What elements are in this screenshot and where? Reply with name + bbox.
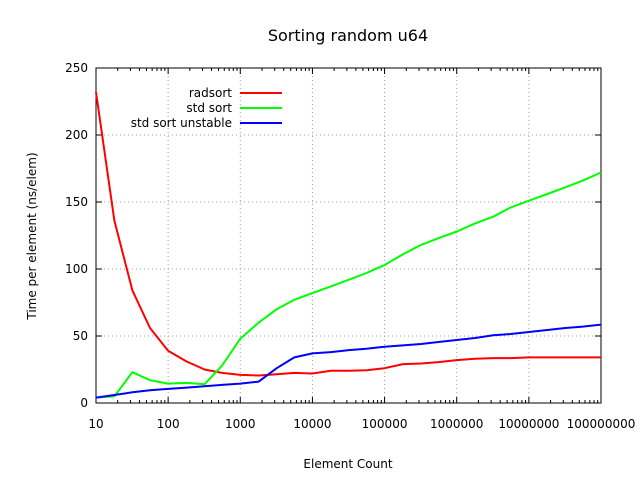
grid-lines	[96, 68, 601, 403]
x-tick-label: 10000	[293, 417, 331, 431]
axis-ticks: 0 50 100 150 200 250 10 100 1000 10000 100000 10000…	[65, 61, 635, 431]
x-tick-label: 100	[157, 417, 180, 431]
x-tick-label: 100000	[362, 417, 408, 431]
y-tick-label: 100	[65, 262, 88, 276]
y-axis-title: Time per element (ns/elem)	[25, 152, 39, 320]
series-lines	[95, 91, 602, 399]
x-tick-label: 10	[88, 417, 103, 431]
y-tick-label: 150	[65, 195, 88, 209]
x-tick-label: 10000000	[498, 417, 559, 431]
std-sort-line	[95, 171, 602, 399]
chart-title: Sorting random u64	[268, 26, 428, 45]
legend-label: std sort unstable	[131, 116, 232, 130]
x-axis-title: Element Count	[303, 457, 392, 471]
legend-label: std sort	[186, 101, 232, 115]
y-tick-label: 250	[65, 61, 88, 75]
y-tick-label: 50	[73, 329, 88, 343]
x-tick-label: 1000000	[430, 417, 483, 431]
x-tick-label: 100000000	[567, 417, 636, 431]
plot-frame	[95, 67, 602, 404]
y-tick-label: 0	[80, 396, 88, 410]
radsort-line	[95, 91, 601, 377]
x-tick-label: 1000	[225, 417, 256, 431]
std-sort-unstable-line	[95, 323, 602, 399]
legend-label: radsort	[189, 86, 232, 100]
y-tick-label: 200	[65, 128, 88, 142]
